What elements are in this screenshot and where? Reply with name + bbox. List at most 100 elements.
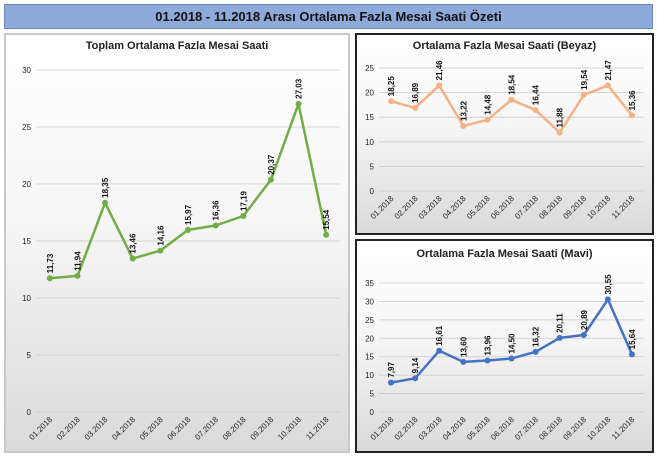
chart0-x-tick-label: 11.2018 [304, 415, 331, 442]
chart1-x-tick-label: 09.2018 [561, 194, 588, 221]
chart2-data-point [508, 355, 515, 362]
chart0-y-tick-label: 20 [22, 180, 31, 189]
chart1-data-point [460, 122, 467, 129]
chart1-data-point [604, 82, 611, 89]
chart2-x-tick-label: 10.2018 [585, 415, 612, 442]
chart1-x-tick-label: 08.2018 [537, 194, 564, 221]
chart1-data-point [556, 129, 563, 136]
chart1-x-tick-label: 04.2018 [441, 194, 468, 221]
chart0-x-tick-label: 02.2018 [55, 415, 82, 442]
chart-panel-mavi: Ortalama Fazla Mesai Saati (Mavi) 0 5 10 15 2… [355, 239, 654, 453]
chart0-y-tick-label: 0 [27, 408, 32, 417]
chart1-y-tick-label: 15 [365, 113, 374, 122]
chart2-x-tick-label: 05.2018 [465, 415, 492, 442]
chart2-y-tick-label: 25 [365, 316, 374, 325]
chart2-data-label: 30,55 [604, 274, 613, 295]
chart1-data-label: 16,44 [532, 85, 541, 106]
chart0-data-label: 27,03 [295, 78, 304, 99]
chart1-y-tick-label: 0 [370, 187, 375, 196]
chart2-data-point [628, 351, 635, 358]
chart0-data-label: 15,97 [184, 204, 193, 225]
chart1-data-point [388, 98, 395, 105]
chart0-data-label: 17,19 [239, 190, 248, 211]
chart2-data-point [556, 334, 563, 341]
chart1-data-label: 19,54 [580, 69, 589, 90]
chart2-y-tick-label: 35 [365, 279, 374, 288]
chart2-data-label: 15,64 [628, 329, 637, 350]
chart1-x-tick-label: 10.2018 [585, 194, 612, 221]
chart1-data-point [532, 107, 539, 114]
chart0-x-tick-label: 08.2018 [221, 415, 248, 442]
chart0-data-point [129, 255, 136, 262]
chart-total: Toplam Ortalama Fazla Mesai Saati 0 5 10 15 2… [22, 40, 340, 442]
chart0-data-point [267, 176, 274, 183]
chart2-y-tick-label: 0 [370, 408, 375, 417]
chart2-data-label: 7,97 [387, 362, 396, 378]
chart0-data-label: 16,36 [212, 200, 221, 221]
chart0-data-point [212, 222, 219, 229]
chart0-data-point [46, 275, 53, 282]
chart0-x-tick-label: 04.2018 [110, 415, 137, 442]
chart1-y-tick-label: 5 [370, 162, 375, 171]
chart2-data-point [580, 332, 587, 339]
chart1-data-point [484, 116, 491, 123]
chart2-data-point [412, 375, 419, 382]
chart2-data-point [460, 358, 467, 365]
chart0-y-tick-label: 5 [27, 351, 32, 360]
chart0-data-point [240, 213, 247, 220]
chart1-y-tick-label: 10 [365, 138, 374, 147]
chart2-y-tick-label: 20 [365, 334, 374, 343]
chart2-data-label: 20,11 [556, 313, 565, 333]
chart2-x-tick-label: 07.2018 [513, 415, 540, 442]
chart1-x-tick-label: 05.2018 [465, 194, 492, 221]
chart0-data-point [157, 247, 164, 254]
chart0-x-tick-label: 10.2018 [276, 415, 303, 442]
chart0-data-label: 15,54 [322, 209, 331, 230]
chart1-data-label: 18,25 [387, 76, 396, 97]
chart0-data-point [185, 226, 191, 233]
chart1-data-label: 15,36 [628, 90, 637, 111]
chart0-data-point [295, 100, 302, 107]
chart2-data-point [484, 357, 491, 364]
summary-banner: 01.2018 - 11.2018 Arası Ortalama Fazla M… [4, 4, 653, 29]
chart2-x-tick-label: 11.2018 [610, 415, 637, 442]
chart1-data-label: 18,54 [508, 74, 517, 95]
chart0-x-tick-label: 07.2018 [193, 415, 220, 442]
chart1-x-tick-label: 01.2018 [369, 194, 396, 221]
chart1-x-tick-label: 06.2018 [489, 194, 516, 221]
chart1-y-tick-label: 20 [365, 89, 374, 98]
chart2-data-label: 9,14 [411, 357, 420, 373]
chart0-title: Toplam Ortalama Fazla Mesai Saati [86, 40, 269, 52]
chart0-x-tick-label: 06.2018 [166, 415, 193, 442]
chart0-data-label: 20,37 [267, 154, 276, 175]
chart0-y-tick-label: 30 [22, 66, 31, 75]
chart2-x-tick-label: 02.2018 [393, 415, 420, 442]
chart1-data-point [436, 82, 443, 89]
chart2-data-label: 16,32 [532, 326, 541, 347]
chart0-y-tick-label: 25 [22, 123, 31, 132]
chart0-x-tick-label: 09.2018 [249, 415, 276, 442]
chart-panel-beyaz: Ortalama Fazla Mesai Saati (Beyaz) 0 5 10 15… [355, 33, 654, 235]
chart1-y-tick-label: 25 [365, 64, 374, 73]
chart0-data-label: 14,16 [156, 225, 165, 246]
chart2-y-tick-label: 30 [365, 297, 374, 306]
chart2-data-label: 20,89 [580, 309, 589, 330]
chart2-x-tick-label: 06.2018 [489, 415, 516, 442]
chart1-data-point [508, 96, 515, 103]
chart1-data-point [628, 112, 635, 119]
banner-title: 01.2018 - 11.2018 Arası Ortalama Fazla M… [155, 9, 502, 24]
chart2-y-tick-label: 15 [365, 353, 374, 362]
chart-beyaz: Ortalama Fazla Mesai Saati (Beyaz) 0 5 10 15… [365, 40, 644, 221]
chart0-y-tick-label: 15 [22, 237, 31, 246]
chart2-x-tick-label: 09.2018 [561, 415, 588, 442]
chart0-x-tick-label: 05.2018 [138, 415, 165, 442]
chart0-data-point [323, 231, 330, 238]
chart1-title: Ortalama Fazla Mesai Saati (Beyaz) [413, 40, 597, 52]
chart-panel-total: Toplam Ortalama Fazla Mesai Saati 0 5 10 15 2… [4, 33, 350, 453]
chart0-x-tick-label: 01.2018 [27, 415, 54, 442]
chart1-data-label: 21,46 [435, 60, 444, 81]
chart2-data-label: 13,60 [459, 336, 468, 357]
chart0-data-label: 11,73 [46, 253, 55, 273]
chart1-x-tick-label: 03.2018 [417, 194, 444, 221]
chart0-data-label: 18,35 [101, 177, 110, 198]
